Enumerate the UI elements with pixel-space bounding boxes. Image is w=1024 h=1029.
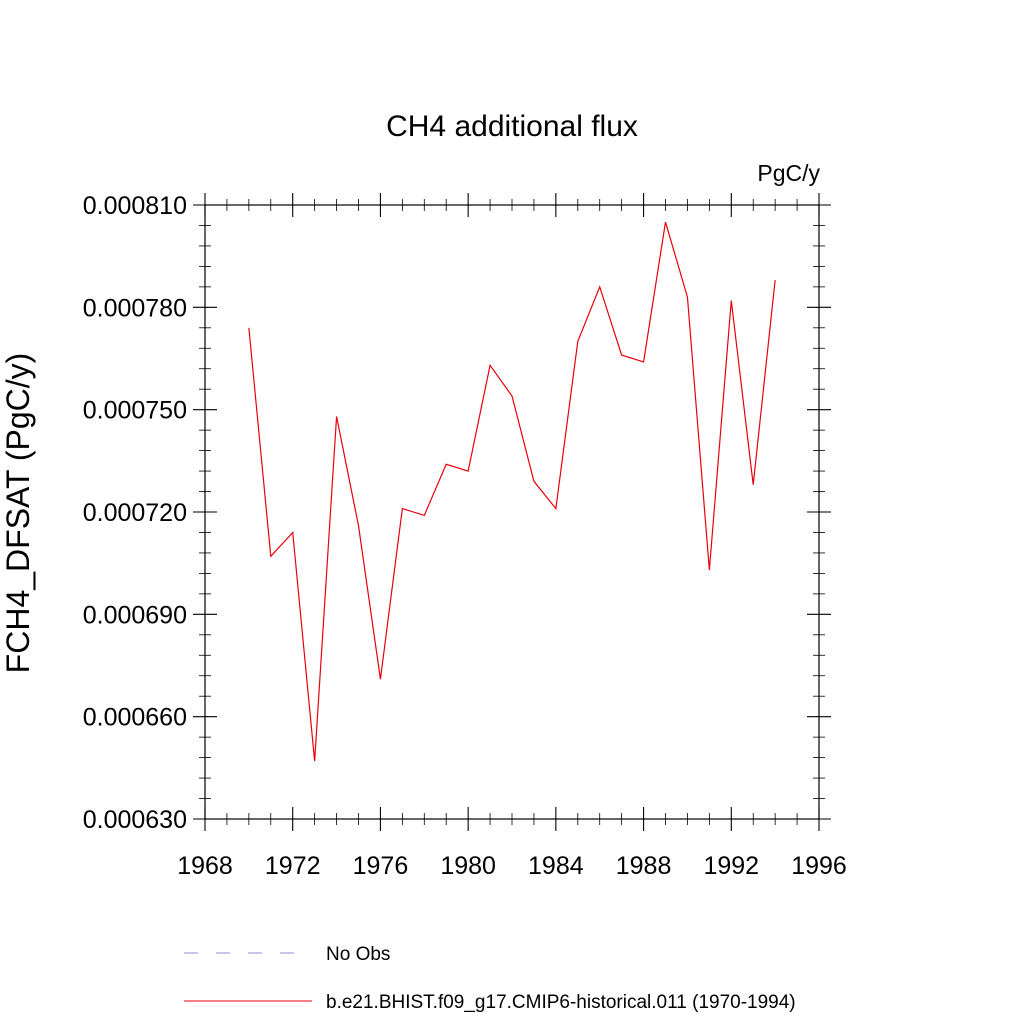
legend-label: No Obs xyxy=(326,944,390,965)
y-tick-label: 0.000660 xyxy=(83,704,187,732)
y-tick-label: 0.000810 xyxy=(83,192,187,220)
legend: No Obs b.e21.BHIST.f09_g17.CMIP6-historic… xyxy=(184,944,796,1013)
y-tick-label: 0.000750 xyxy=(83,397,187,425)
x-tick-label: 1992 xyxy=(703,852,759,880)
chart-title: CH4 additional flux xyxy=(386,110,638,143)
y-tick-label: 0.000690 xyxy=(83,601,187,629)
x-tick-label: 1996 xyxy=(791,852,847,880)
units-label: PgC/y xyxy=(757,160,820,186)
legend-label: b.e21.BHIST.f09_g17.CMIP6-historical.011… xyxy=(326,992,796,1013)
x-tick-label: 1968 xyxy=(177,852,233,880)
x-tick-label: 1984 xyxy=(528,852,584,880)
y-tick-label: 0.000780 xyxy=(83,294,187,322)
y-tick-label: 0.000630 xyxy=(83,806,187,834)
x-tick-label: 1976 xyxy=(353,852,409,880)
x-tick-label: 1988 xyxy=(616,852,672,880)
series-layer xyxy=(248,221,776,762)
x-tick-label: 1972 xyxy=(265,852,321,880)
x-axis: 1968 1972 1976 1980 1984 1988 1992 1996 xyxy=(177,193,847,880)
series-line-1 xyxy=(248,221,776,762)
x-tick-label: 1980 xyxy=(440,852,496,880)
y-tick-label: 0.000720 xyxy=(83,499,187,527)
y-axis: 0.000630 0.000660 0.000690 0.000720 0.000750… xyxy=(83,192,831,834)
y-axis-label: FCH4_DFSAT (PgC/y) xyxy=(0,353,36,674)
